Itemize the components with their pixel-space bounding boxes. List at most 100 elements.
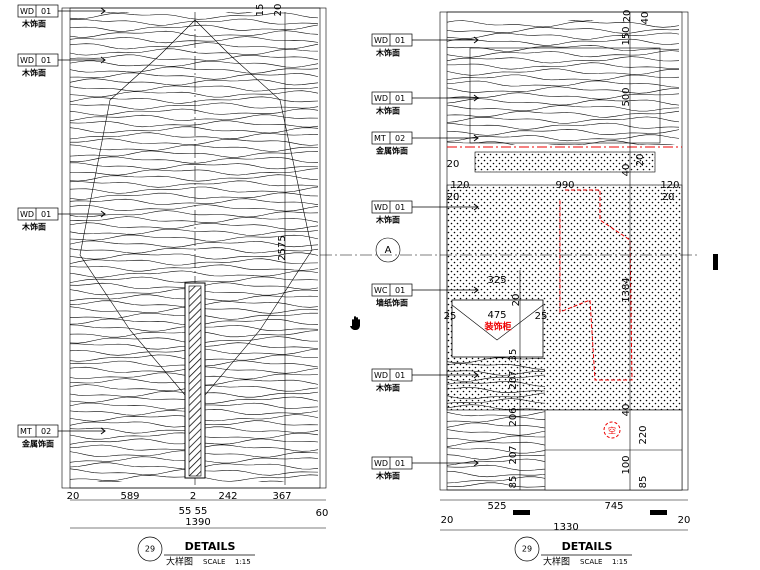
footer-scale: 1:15 [612,558,628,566]
arrow [473,371,479,379]
grain-line [70,210,319,218]
dimension: 745 [604,501,623,512]
grain-line [70,264,319,272]
callout-code: WC [374,286,388,295]
dimension: 2575 [277,235,288,260]
callout-code: MT [20,427,32,436]
footer-circle [514,536,540,562]
metal-hatch [188,285,202,477]
dimension: 990 [555,180,574,191]
note: 装饰柜 [483,321,511,333]
grain-line [447,68,680,76]
cursor [350,316,360,330]
dimension: 20 [511,294,522,307]
dimension: 20 [622,10,633,23]
grain-line [447,56,680,64]
footer-title: DETAILS [185,540,236,553]
dimension: 589 [120,491,139,502]
grain-line [70,126,319,134]
grain-line [70,192,319,200]
arrow [100,210,106,218]
dimension: 85 [508,476,519,489]
callout-num: 01 [395,203,405,212]
footer-scale: 1:15 [235,558,251,566]
dimension: 525 [487,501,506,512]
callout-num: 01 [395,459,405,468]
grain-line [70,174,319,182]
shape-line [194,19,313,396]
grain-line [447,62,679,70]
grain-line [70,108,319,116]
note-circle [603,421,621,439]
grain-line [70,42,319,50]
footer-number: 29 [522,545,532,554]
callout-label: 金属饰面 [21,439,54,449]
grain-line [70,120,319,128]
callout-label: 木饰面 [21,222,46,232]
grain-line [447,50,680,58]
callout-label: 金属饰面 [375,146,408,156]
arrow [473,94,479,102]
dimension: 40 [640,12,651,25]
marker-label: A [385,245,392,256]
note: 空 [608,426,616,436]
callout-code: WD [20,210,34,219]
grain-line [70,18,319,26]
grain-line [447,92,680,100]
grain-line [447,110,680,118]
left-elevation [61,7,327,529]
grain-line [447,32,680,40]
grain-line [70,150,319,158]
grain-line [447,45,680,52]
grain-line [70,234,319,242]
grain-line [70,144,319,152]
niche-line [451,304,544,341]
right-elevation [320,11,718,531]
grain-line [447,27,680,34]
mark [513,510,530,515]
arrow [473,134,479,142]
footer-subtitle: 大样图 [543,556,570,568]
footer-number: 29 [145,545,155,554]
dimension: 25 [535,311,548,322]
arrow [100,56,106,64]
callout-code: WD [374,459,388,468]
callout-label: 木饰面 [21,19,46,29]
dimension: 500 [621,87,632,106]
dimension: 367 [272,491,291,502]
grain-line [70,162,319,170]
dimension: 20 [441,515,454,526]
callout-label: 墙纸饰面 [376,298,408,308]
callout-code: WD [374,36,388,45]
dimension: 1384 [621,277,632,302]
callout-num: 01 [41,7,51,16]
footer-scale-label: SCALE [203,558,225,566]
metal-band [474,151,656,173]
dimension: 206 [508,407,519,426]
dimension: 120 [450,180,469,191]
grain-line [447,74,680,81]
dimension: 20 [67,491,80,502]
grain-line [447,134,680,142]
grain-line [70,138,319,146]
dimension: 15 [255,4,266,17]
callout-label: 木饰面 [21,68,46,78]
dimension: 20 [635,154,646,167]
marker [375,237,401,263]
panel [69,7,321,489]
grain-line [70,186,319,194]
callout-label: 木饰面 [375,48,400,58]
grain-line [70,36,319,44]
grain-line [70,85,319,92]
grain-line [70,30,319,38]
callout-code: WD [374,94,388,103]
footer-subtitle: 大样图 [166,556,193,568]
callout-code: MT [374,134,386,143]
niche [451,299,544,358]
footer-circle [137,536,163,562]
dimension: 242 [218,491,237,502]
mark [650,510,667,515]
callout-num: 01 [395,36,405,45]
red-outline [559,189,633,381]
